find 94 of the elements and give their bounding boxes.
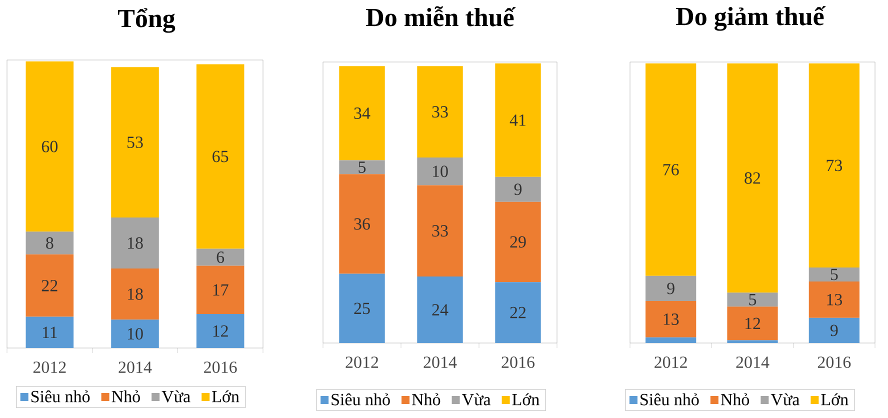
bar <box>727 306 778 340</box>
data-label: 13 <box>827 294 842 306</box>
chart-title: Tổng <box>118 8 176 33</box>
x-tick-label: 2014 <box>736 356 770 368</box>
bar <box>808 281 860 318</box>
x-tick-label: 2014 <box>424 356 457 368</box>
data-label: 17 <box>213 284 228 296</box>
legend-label: Siêu nhỏ <box>31 390 90 402</box>
data-label: 22 <box>510 306 526 318</box>
x-tick-label: 2016 <box>204 362 237 373</box>
bar <box>196 314 244 348</box>
data-label: 53 <box>127 136 143 148</box>
chart-title: Do giảm thuế <box>676 6 826 31</box>
bar <box>196 248 244 266</box>
data-label: 22 <box>42 280 58 292</box>
bar <box>808 63 860 268</box>
bar <box>26 254 74 317</box>
legend-label: Vừa <box>462 393 491 406</box>
bar <box>495 176 541 202</box>
bar <box>646 63 696 276</box>
bar <box>495 202 541 282</box>
bar <box>808 268 860 282</box>
x-tick-label: 2016 <box>502 356 535 368</box>
x-tick-label: 2012 <box>654 356 687 368</box>
x-tick-label: 2016 <box>818 356 851 368</box>
data-label: 41 <box>510 114 526 126</box>
x-tick-label: 2012 <box>33 362 66 373</box>
bar <box>111 217 159 269</box>
data-label: 9 <box>667 282 674 294</box>
bar <box>727 340 778 343</box>
data-label: 76 <box>663 164 679 176</box>
bar <box>646 337 696 343</box>
data-label: 65 <box>212 150 228 162</box>
data-label: 5 <box>358 162 366 173</box>
bar <box>727 63 778 293</box>
legend-label: Siêu nhỏ <box>332 393 390 406</box>
legend-label: Vừa <box>162 390 190 402</box>
chart-title: Do miễn thuế <box>366 6 516 26</box>
bar <box>646 301 696 338</box>
x-tick-label: 2014 <box>118 362 152 373</box>
data-label: 33 <box>432 106 448 118</box>
bar <box>339 174 385 274</box>
data-label: 12 <box>213 325 228 337</box>
data-label: 10 <box>128 328 143 340</box>
legend-label: Vừa <box>770 393 800 406</box>
data-label: 34 <box>354 108 370 119</box>
data-label: 9 <box>514 184 522 196</box>
data-label: 10 <box>433 166 448 178</box>
bar <box>646 276 696 302</box>
legend-label: Siêu nhỏ <box>640 393 699 406</box>
data-label: 8 <box>46 237 54 249</box>
data-label: 24 <box>432 304 448 316</box>
bar <box>417 158 463 186</box>
bar <box>417 276 463 343</box>
data-label: 18 <box>128 288 143 300</box>
legend-label: Nhỏ <box>412 393 440 406</box>
legend-label: Nhỏ <box>112 390 140 402</box>
bar <box>495 282 541 343</box>
bar <box>417 185 463 277</box>
data-label: 29 <box>510 236 526 248</box>
legend-label: Lớn <box>821 393 848 406</box>
legend-label: Lớn <box>512 393 540 406</box>
bar <box>808 318 860 343</box>
data-label: 33 <box>432 225 448 237</box>
data-label: 36 <box>354 218 370 230</box>
bar <box>727 292 778 307</box>
data-label: 6 <box>216 252 224 263</box>
bar <box>495 63 541 177</box>
bar <box>196 64 244 249</box>
bar <box>417 66 463 158</box>
data-label: 18 <box>128 237 143 249</box>
legend-label: Lớn <box>212 390 240 402</box>
data-label: 60 <box>42 140 58 152</box>
x-tick-label: 2012 <box>346 356 378 368</box>
data-label: 73 <box>826 160 842 172</box>
bar <box>339 160 385 174</box>
bar <box>111 268 159 320</box>
data-label: 82 <box>744 172 760 184</box>
bar <box>26 316 74 348</box>
legend-label: Nhỏ <box>720 393 750 406</box>
data-label: 25 <box>354 302 370 314</box>
data-label: 5 <box>830 268 838 280</box>
bar <box>339 274 385 343</box>
data-label: 12 <box>746 318 760 330</box>
bar <box>26 61 74 232</box>
bar <box>26 232 74 254</box>
data-label: 13 <box>664 314 679 325</box>
bar <box>339 66 385 160</box>
bar <box>111 67 159 218</box>
data-label: 11 <box>42 326 57 338</box>
bar <box>111 320 159 348</box>
data-label: 9 <box>830 324 838 336</box>
data-label: 5 <box>749 294 756 306</box>
bar <box>196 266 244 314</box>
